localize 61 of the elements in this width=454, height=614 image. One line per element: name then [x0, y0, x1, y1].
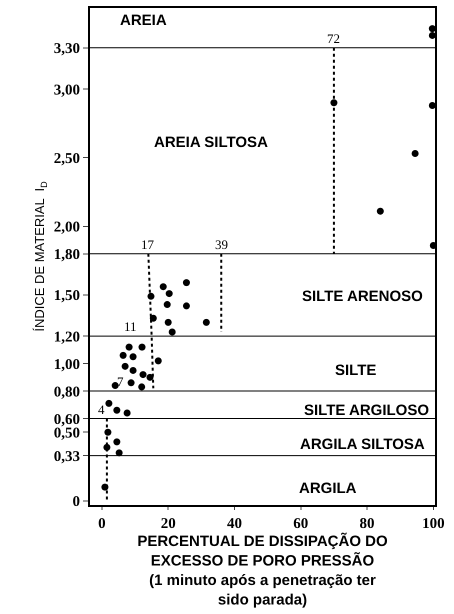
y-tick-label: 0 [72, 494, 80, 510]
x-tick-label: 0 [98, 516, 106, 532]
x-tick-label: 60 [293, 516, 308, 532]
point [376, 208, 384, 215]
annotation: ARGILA [299, 480, 357, 497]
annotation: AREIA [120, 12, 167, 29]
x-tick-label: 40 [227, 516, 242, 532]
point [182, 279, 190, 286]
annotation: SILTE [335, 362, 376, 379]
annotation: 39 [215, 237, 228, 252]
x-tick-label: 20 [160, 516, 176, 532]
point [140, 371, 147, 378]
y-tick-label: 0,80 [54, 384, 80, 400]
y-tick-label: 2,50 [54, 150, 80, 167]
point [122, 362, 129, 370]
point [160, 283, 167, 290]
point [168, 328, 176, 336]
x-axis-title: PERCENTUAL DE DISSIPAÇÃO DO EXCESSO DE PORO PRESSÃO (1 minuto após a penetração ter sido parada) [137, 532, 388, 608]
annotation: AREIA SILTOSA [154, 134, 268, 151]
y-tick-label: 1,80 [54, 247, 80, 263]
x-tick-label: 80 [360, 516, 375, 532]
point [412, 150, 419, 158]
y-tick-label: 0,50 [54, 425, 80, 442]
point [182, 302, 190, 310]
point [126, 344, 133, 351]
point [113, 438, 120, 446]
point [428, 102, 436, 109]
y-tick-label: 1,50 [54, 288, 80, 304]
y-tick-label: 2,00 [54, 220, 80, 236]
annotation: 7 [117, 374, 124, 389]
annotation: ARGILA SILTOSA [300, 436, 425, 453]
y-tick-label: 0,33 [54, 448, 80, 465]
point [130, 366, 137, 374]
y-tick-label: 0,60 [54, 412, 80, 428]
point [138, 383, 146, 390]
point [164, 301, 171, 308]
y-tick-label: 1,20 [54, 329, 80, 346]
annotation: 72 [327, 31, 340, 46]
point [202, 318, 210, 326]
point [120, 352, 127, 359]
x-tick-label: 100 [422, 516, 445, 532]
point [130, 353, 137, 360]
annotation: 17 [141, 237, 154, 252]
y-tick-label: 1,00 [54, 356, 80, 373]
point [166, 290, 173, 298]
point [128, 379, 135, 386]
point [124, 410, 131, 417]
annotation: 4 [98, 402, 105, 417]
annotation: SILTE ARGILOSO [304, 402, 430, 419]
point [113, 406, 120, 414]
point [138, 344, 146, 351]
point [428, 32, 436, 39]
point [428, 25, 436, 32]
annotation: SILTE ARENOSO [302, 288, 424, 305]
y-tick-label: 3,00 [54, 82, 80, 98]
point [154, 357, 162, 364]
point [146, 374, 154, 381]
point [105, 400, 112, 407]
y-tick-label: 3,30 [54, 41, 80, 58]
point [164, 318, 172, 326]
annotation: 11 [124, 319, 137, 334]
